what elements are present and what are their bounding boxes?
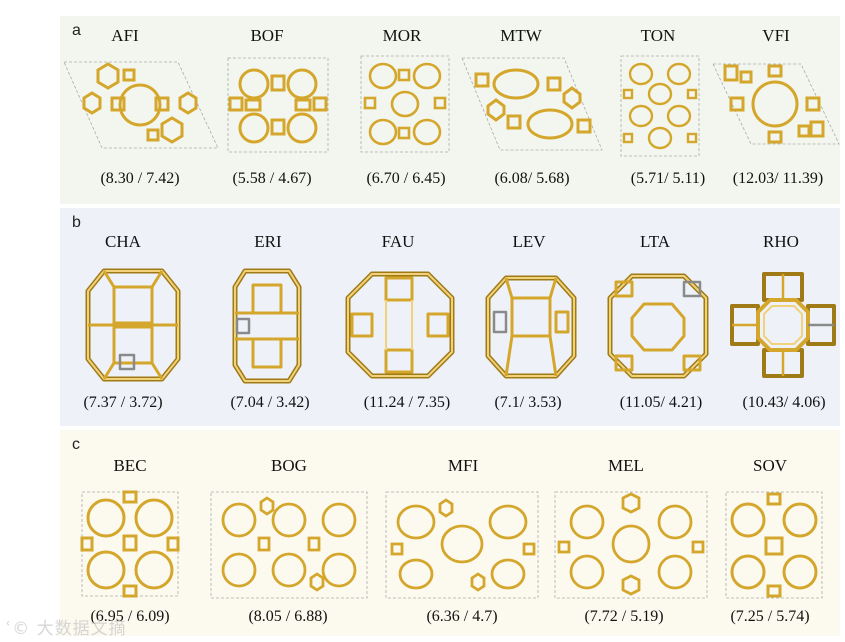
pore-values: (6.95 / 6.09) bbox=[70, 608, 190, 626]
pore-values-text: (5.58 / 4.67) bbox=[232, 170, 312, 187]
pore-values-text: (6.70 / 6.45) bbox=[366, 170, 446, 187]
pore-values: (5.71/ 5.11) bbox=[608, 170, 728, 188]
panel-letter: a bbox=[72, 22, 81, 39]
pore-values-text: (7.04 / 3.42) bbox=[230, 394, 310, 411]
panel-c: c bbox=[60, 430, 840, 636]
pore-values-text: (8.30 / 7.42) bbox=[100, 170, 180, 187]
framework-name: LEV bbox=[512, 232, 546, 251]
pore-values-text: (11.05/ 4.21) bbox=[619, 394, 703, 411]
pore-values: (12.03/ 11.39) bbox=[718, 170, 838, 188]
framework-name: ERI bbox=[254, 232, 282, 251]
panel-letter: c bbox=[72, 436, 80, 453]
structure-label: MTW bbox=[481, 26, 561, 46]
pore-values-text: (12.03/ 11.39) bbox=[732, 170, 824, 187]
structure-label: VFI bbox=[736, 26, 816, 46]
structure-label: AFI bbox=[85, 26, 165, 46]
lta-cage bbox=[607, 273, 709, 379]
structure-label: RHO bbox=[741, 232, 821, 252]
framework-name: MFI bbox=[447, 456, 479, 475]
pore-values: (7.1/ 3.53) bbox=[468, 394, 588, 412]
eri-cage bbox=[232, 268, 302, 384]
pore-values: (7.72 / 5.19) bbox=[564, 608, 684, 626]
pore-values: (7.25 / 5.74) bbox=[710, 608, 830, 626]
framework-name: VFI bbox=[762, 26, 790, 45]
pore-values-text: (7.1/ 3.53) bbox=[494, 394, 562, 411]
vfi-structure bbox=[712, 63, 840, 145]
ton-structure bbox=[620, 55, 700, 157]
pore-values: (7.37 / 3.72) bbox=[63, 394, 183, 412]
framework-name: TON bbox=[640, 26, 676, 45]
structure-label: ERI bbox=[228, 232, 308, 252]
pore-values-text: (7.25 / 5.74) bbox=[730, 608, 810, 625]
sov-structure bbox=[725, 491, 823, 599]
pore-values: (8.05 / 6.88) bbox=[228, 608, 348, 626]
mel-structure bbox=[554, 491, 708, 599]
watermark-text: 大数据文摘 bbox=[36, 619, 127, 639]
structure-label: LTA bbox=[615, 232, 695, 252]
bog-structure bbox=[210, 491, 368, 599]
watermark-logo: ʿ© 大数据文摘 bbox=[6, 614, 127, 639]
framework-name: BOF bbox=[250, 26, 284, 45]
pore-values-text: (10.43/ 4.06) bbox=[742, 394, 826, 411]
structure-label: BEC bbox=[90, 456, 170, 476]
pore-values-text: (11.24 / 7.35) bbox=[363, 394, 451, 411]
structure-label: MFI bbox=[423, 456, 503, 476]
structure-label: BOF bbox=[227, 26, 307, 46]
structure-label: SOV bbox=[730, 456, 810, 476]
framework-name: BOG bbox=[271, 456, 307, 475]
pore-values: (6.08/ 5.68) bbox=[472, 170, 592, 188]
pore-values: (5.58 / 4.67) bbox=[212, 170, 332, 188]
pore-values: (11.05/ 4.21) bbox=[601, 394, 721, 412]
mor-structure bbox=[360, 55, 450, 153]
framework-name: SOV bbox=[752, 456, 787, 475]
framework-name: FAU bbox=[381, 232, 415, 251]
afi-structure bbox=[63, 61, 219, 149]
pore-values: (6.36 / 4.7) bbox=[402, 608, 522, 626]
pore-values-text: (5.71/ 5.11) bbox=[630, 170, 706, 187]
structure-label: TON bbox=[618, 26, 698, 46]
structure-label: FAU bbox=[358, 232, 438, 252]
structure-label: BOG bbox=[249, 456, 329, 476]
structure-label: MOR bbox=[362, 26, 442, 46]
panel-letter: b bbox=[72, 214, 81, 231]
framework-name: BEC bbox=[113, 456, 147, 475]
pore-values: (10.43/ 4.06) bbox=[724, 394, 844, 412]
structure-label: LEV bbox=[489, 232, 569, 252]
pore-values-text: (6.95 / 6.09) bbox=[90, 608, 170, 625]
pore-values: (6.70 / 6.45) bbox=[346, 170, 466, 188]
pore-values-text: (6.08/ 5.68) bbox=[494, 170, 570, 187]
lev-cage bbox=[485, 275, 577, 379]
pore-values: (8.30 / 7.42) bbox=[80, 170, 200, 188]
pore-values: (7.04 / 3.42) bbox=[210, 394, 330, 412]
pore-values-text: (7.72 / 5.19) bbox=[584, 608, 664, 625]
mfi-structure bbox=[385, 491, 539, 599]
structure-label: MEL bbox=[586, 456, 666, 476]
bec-structure bbox=[80, 490, 180, 598]
framework-name: AFI bbox=[111, 26, 139, 45]
fau-cage bbox=[345, 271, 455, 379]
structure-label: CHA bbox=[83, 232, 163, 252]
bof-structure bbox=[227, 57, 329, 153]
framework-name: MEL bbox=[608, 456, 644, 475]
pore-values-text: (8.05 / 6.88) bbox=[248, 608, 328, 625]
pore-values-text: (6.36 / 4.7) bbox=[426, 608, 498, 625]
cha-cage bbox=[85, 268, 181, 382]
watermark-logo-icon: ʿ© bbox=[6, 619, 37, 639]
framework-name: RHO bbox=[763, 232, 799, 251]
framework-name: CHA bbox=[105, 232, 141, 251]
mtw-structure bbox=[461, 57, 603, 151]
framework-name: MOR bbox=[382, 26, 422, 45]
framework-name: MTW bbox=[500, 26, 542, 45]
framework-name: LTA bbox=[639, 232, 671, 251]
pore-values: (11.24 / 7.35) bbox=[347, 394, 467, 412]
pore-values-text: (7.37 / 3.72) bbox=[83, 394, 163, 411]
rho-cage bbox=[730, 272, 836, 378]
